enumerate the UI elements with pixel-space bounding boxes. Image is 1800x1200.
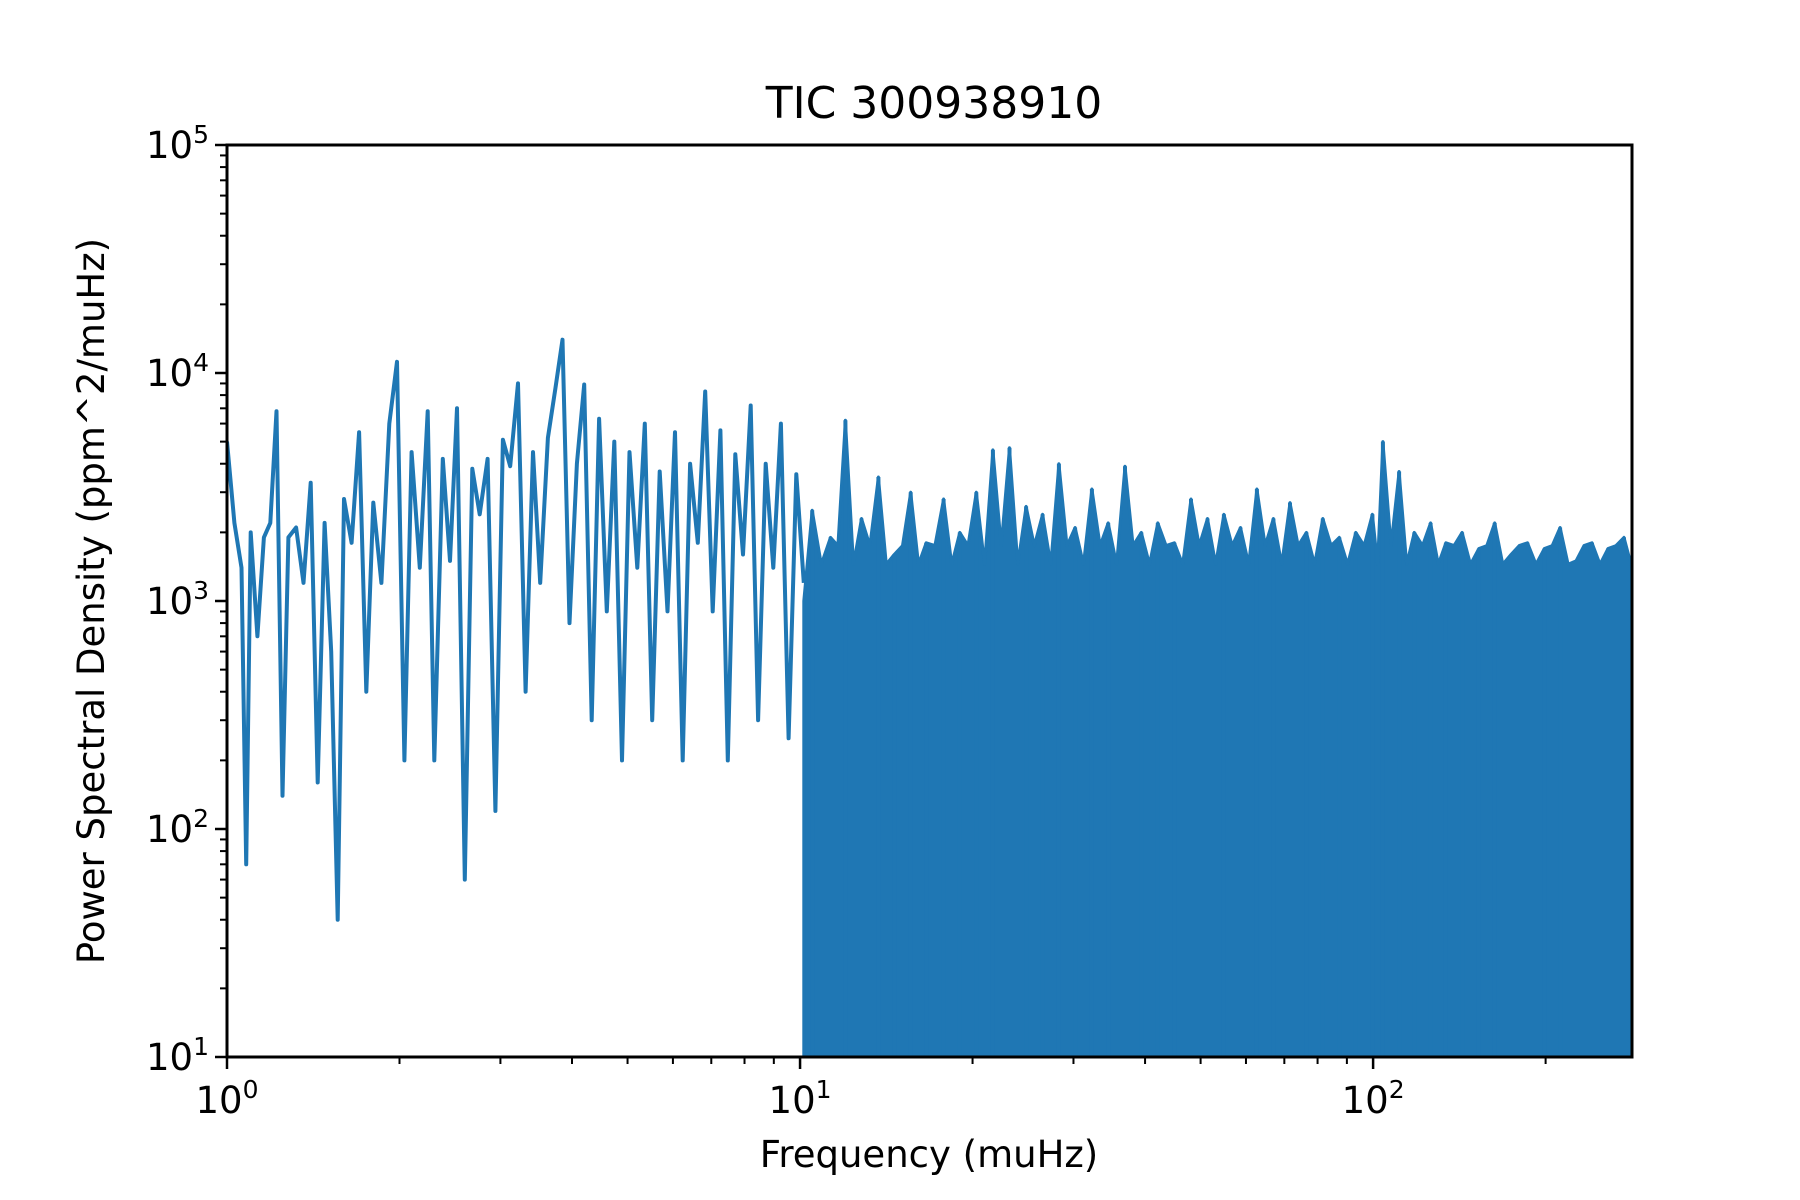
- series-line: [227, 337, 806, 922]
- y-tick-label: 104: [146, 348, 209, 395]
- x-tick-label: 101: [769, 1075, 832, 1122]
- plot-frame: [225, 143, 1634, 1059]
- y-tick-label: 102: [146, 804, 209, 851]
- chart-title: TIC 300938910: [765, 78, 1103, 129]
- y-tick-label: 105: [146, 120, 209, 167]
- y-tick-label: 101: [146, 1032, 209, 1079]
- y-axis-label: Power Spectral Density (ppm^2/muHz): [70, 238, 113, 964]
- x-tick-label: 102: [1342, 1075, 1405, 1122]
- x-axis-label: Frequency (muHz): [760, 1133, 1099, 1176]
- major-ticks: [215, 143, 1375, 1069]
- series-layer: [227, 337, 1632, 1057]
- y-tick-label: 103: [146, 576, 209, 623]
- x-tick-label: 100: [196, 1075, 259, 1122]
